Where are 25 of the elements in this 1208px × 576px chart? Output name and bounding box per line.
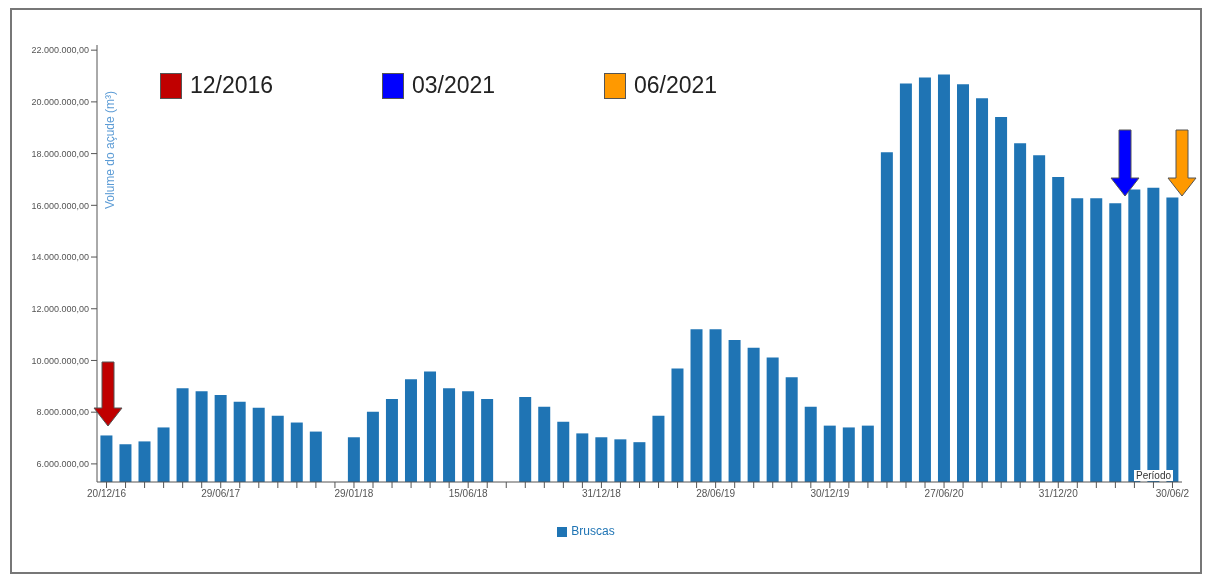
x-tick-label: 29/01/18 xyxy=(334,488,374,500)
x-tick-label: 30/12/19 xyxy=(810,488,850,500)
y-tick-label: 16.000.000,00 xyxy=(31,200,89,211)
x-tick-label: 15/06/18 xyxy=(448,488,489,500)
x-tick-label: 27/06/20 xyxy=(924,488,964,500)
x-tick-label: 31/12/20 xyxy=(1038,488,1079,500)
x-tick-label: 28/06/19 xyxy=(696,488,736,500)
annotation: 03/2021 xyxy=(412,72,496,99)
y-tick-label: 20.000.000,00 xyxy=(31,97,89,108)
y-axis-title: Volume do açude (m³) xyxy=(103,89,117,212)
annotation: 12/2016 xyxy=(190,72,274,99)
y-tick-label: 8.000.000,00 xyxy=(36,407,89,418)
x-axis-title: Período xyxy=(1134,470,1174,481)
y-tick-label: 12.000.000,00 xyxy=(31,303,89,314)
y-tick-label: 14.000.000,00 xyxy=(31,252,89,263)
annotation: 06/2021 xyxy=(634,72,718,99)
x-tick-label: 20/12/16 xyxy=(87,488,127,500)
y-tick-label: 6.000.000,00 xyxy=(36,459,89,470)
x-tick-label: 30/06/2 xyxy=(1155,488,1190,500)
y-tick-label: 18.000.000,00 xyxy=(31,148,89,159)
y-tick-label: 10.000.000,00 xyxy=(31,355,89,366)
x-tick-label: 29/06/17 xyxy=(201,488,241,500)
x-tick-label: 31/12/18 xyxy=(581,488,622,500)
legend-label: Bruscas xyxy=(571,524,615,538)
y-tick-label: 22.000.000,00 xyxy=(31,45,89,56)
